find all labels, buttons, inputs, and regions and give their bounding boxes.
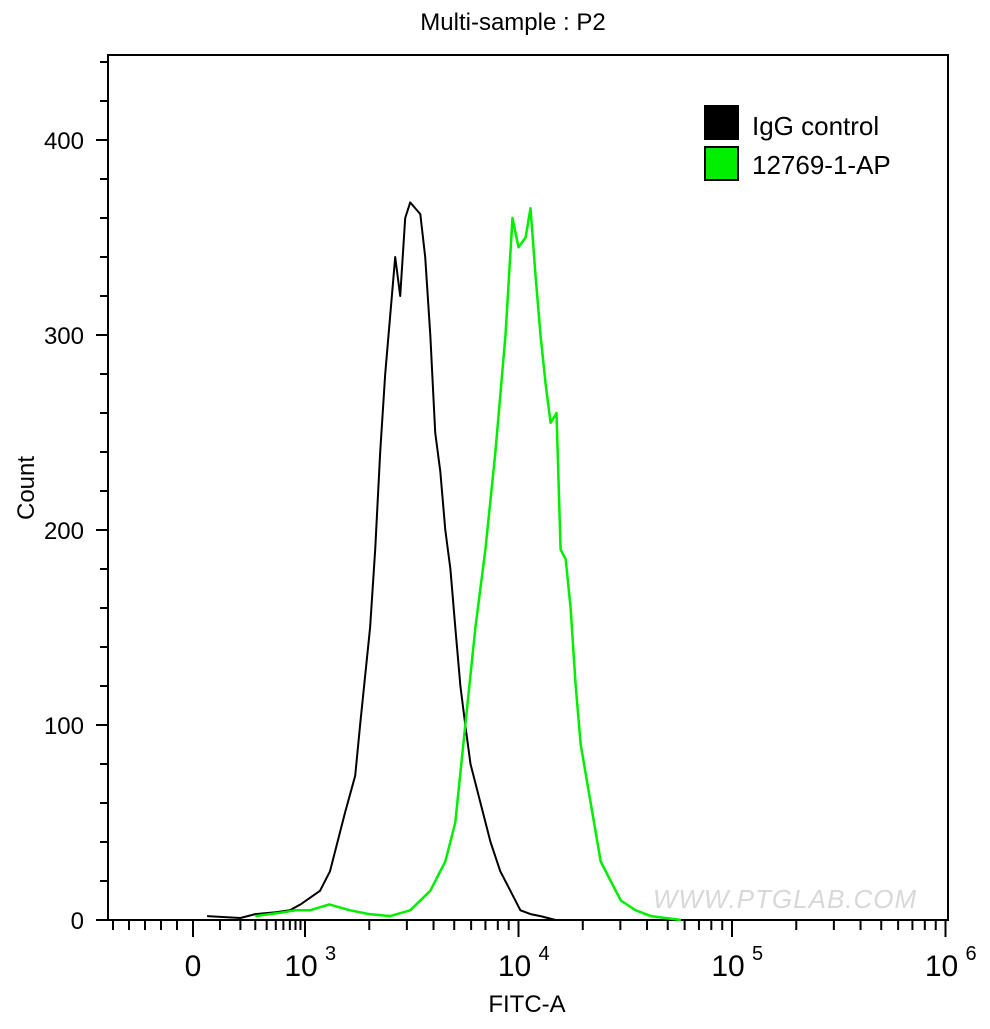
y-tick-label: 400 (44, 128, 84, 155)
y-tick-label: 0 (71, 908, 84, 935)
x-tick-exponent: 3 (325, 943, 336, 965)
y-axis-label: Count (13, 456, 40, 520)
x-tick-label: 10 (498, 950, 531, 983)
x-tick-exponent: 5 (752, 943, 763, 965)
y-tick-label: 100 (44, 713, 84, 740)
series-line-antibody (255, 207, 682, 922)
legend-swatch-antibody (704, 146, 739, 181)
series-group (207, 201, 682, 922)
y-tick-label: 200 (44, 518, 84, 545)
x-tick-exponent: 4 (539, 943, 550, 965)
x-axis: 0 10 3 10 4 10 5 10 6 (112, 920, 977, 983)
x-tick-label: 0 (185, 950, 202, 983)
y-axis: 0 100 200 300 400 (44, 61, 108, 935)
watermark: WWW.PTGLAB.COM (653, 884, 917, 914)
chart-title: Multi-sample : P2 (420, 9, 605, 36)
x-axis-label: FITC-A (488, 991, 565, 1018)
x-tick-exponent: 6 (966, 943, 977, 965)
x-tick-label: 10 (711, 950, 744, 983)
legend: IgG control 12769-1-AP (704, 105, 891, 181)
legend-label-igg: IgG control (752, 111, 879, 141)
x-tick-label: 10 (284, 950, 317, 983)
legend-swatch-igg (704, 105, 739, 140)
series-line-igg-control (207, 201, 556, 921)
plot-frame (107, 54, 949, 921)
legend-label-antibody: 12769-1-AP (752, 150, 891, 180)
y-tick-label: 300 (44, 323, 84, 350)
x-tick-label: 10 (925, 950, 958, 983)
